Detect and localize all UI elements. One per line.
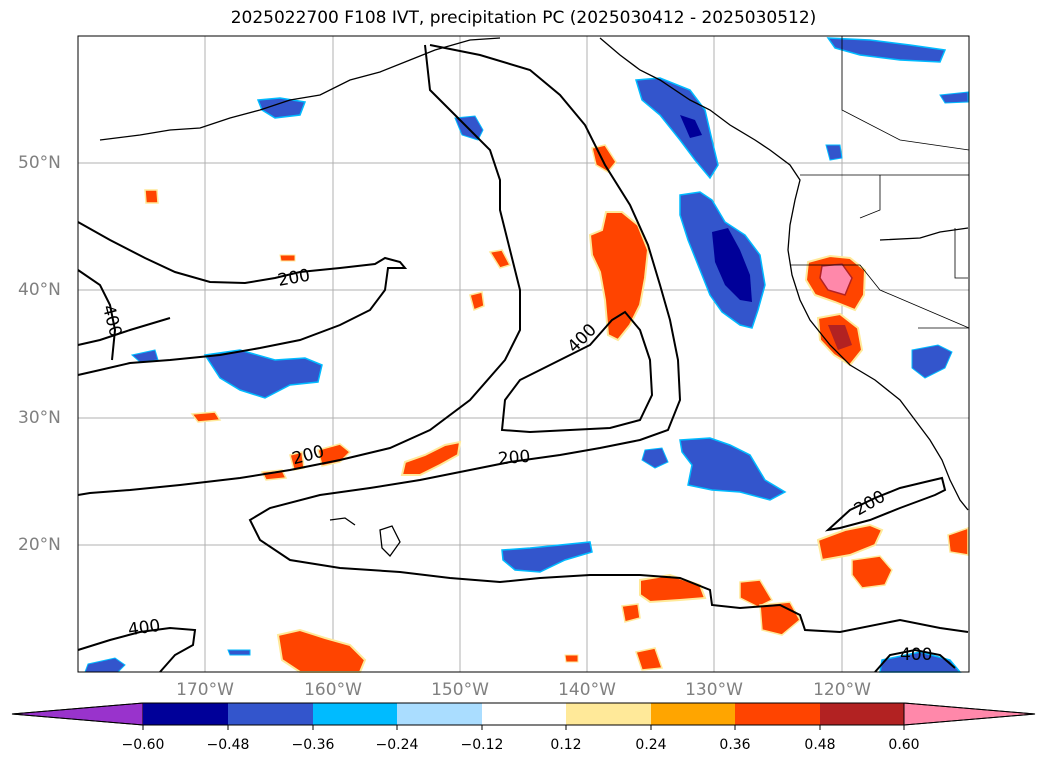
- borders: [790, 36, 970, 329]
- lat-label-20n: 20°N: [18, 535, 61, 555]
- ivt-contours: [77, 44, 969, 673]
- lon-label-150w: 150°W: [431, 680, 489, 700]
- contour-label-400-d: 400: [900, 645, 932, 665]
- colorbar-bin-3: [313, 703, 397, 725]
- coastlines: [99, 37, 969, 558]
- colorbar: [11, 702, 1036, 730]
- lat-label-50n: 50°N: [18, 153, 61, 173]
- lat-label-30n: 30°N: [18, 408, 61, 428]
- colorbar-tick-label: 0.24: [635, 737, 667, 753]
- colorbar-tick-label: −0.36: [291, 737, 335, 753]
- colorbar-bin-2: [228, 703, 313, 725]
- lon-label-130w: 130°W: [685, 680, 743, 700]
- colorbar-tick-label: −0.48: [206, 737, 250, 753]
- colorbar-tick-label: 0.48: [804, 737, 836, 753]
- contour-label-200-c: 200: [497, 447, 531, 470]
- lon-label-120w: 120°W: [813, 680, 871, 700]
- colorbar-bin-8: [735, 703, 820, 725]
- contour-label-400-c: 400: [127, 616, 162, 640]
- colorbar-tick-label: −0.24: [375, 737, 419, 753]
- colorbar-bin-4: [397, 703, 482, 725]
- lon-label-140w: 140°W: [558, 680, 616, 700]
- colorbar-bin-1: [143, 703, 228, 725]
- colorbar-extend-low: [11, 702, 144, 726]
- colorbar-tick-label: 0.36: [719, 737, 751, 753]
- colorbar-tick-label: 0.12: [550, 737, 582, 753]
- negative-precip-areas: [84, 37, 969, 673]
- map-border: [77, 35, 970, 673]
- colorbar-extend-high: [903, 702, 1036, 726]
- colorbar-bin-5: [482, 703, 566, 725]
- colorbar-tick-label: −0.12: [460, 737, 504, 753]
- colorbar-tick-label: −0.60: [121, 737, 165, 753]
- map-title: 2025022700 F108 IVT, precipitation PC (2…: [230, 8, 817, 28]
- colorbar-tick-label: 0.60: [888, 737, 920, 753]
- lon-label-160w: 160°W: [304, 680, 362, 700]
- colorbar-bin-9: [820, 703, 904, 725]
- colorbar-bin-6: [566, 703, 651, 725]
- lat-label-40n: 40°N: [18, 280, 61, 300]
- lon-label-170w: 170°W: [176, 680, 234, 700]
- colorbar-bin-7: [651, 703, 735, 725]
